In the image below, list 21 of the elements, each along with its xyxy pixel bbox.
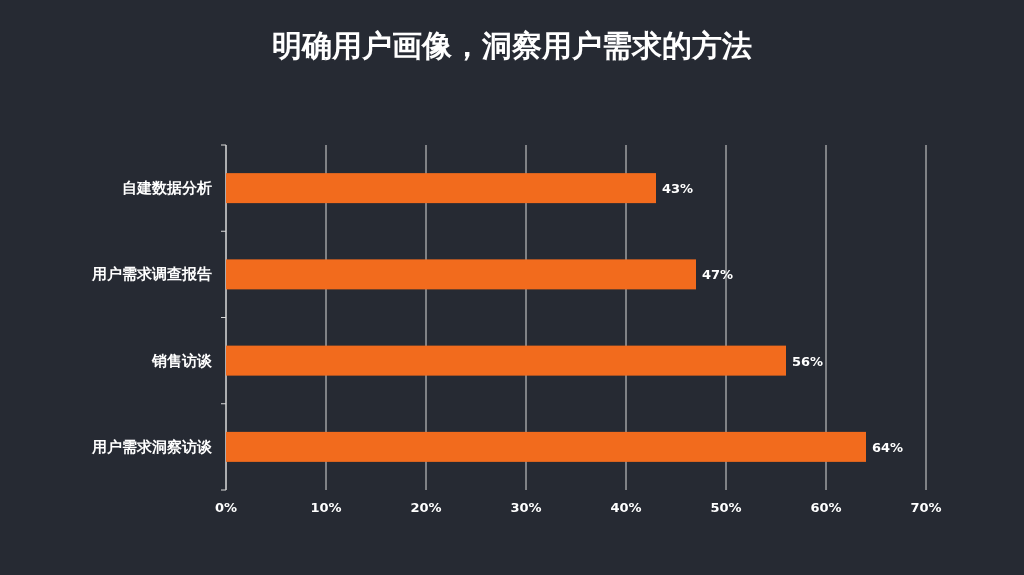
data-label: 56% [792, 353, 824, 369]
y-tick-label: 销售访谈 [151, 351, 213, 370]
bar [226, 431, 866, 462]
data-label: 64% [872, 439, 904, 455]
x-tick-label: 40% [610, 500, 642, 515]
bar [226, 173, 656, 204]
y-tick-label: 自建数据分析 [122, 179, 212, 198]
x-tick-label: 70% [910, 500, 942, 515]
x-tick-label: 0% [214, 500, 238, 515]
x-tick-label: 50% [710, 500, 742, 515]
y-tick-label: 用户需求调查报告 [91, 265, 212, 284]
chart-title: 明确用户画像，洞察用户需求的方法 [272, 28, 752, 63]
y-tick-label: 用户需求洞察访谈 [91, 437, 213, 456]
data-label: 43% [662, 181, 694, 197]
x-tick-label: 60% [810, 500, 842, 515]
bar [226, 259, 696, 290]
x-tick-label: 10% [310, 500, 342, 515]
bar [226, 345, 786, 376]
x-tick-label: 30% [510, 500, 542, 515]
data-label: 47% [702, 267, 734, 283]
x-tick-label: 20% [410, 500, 442, 515]
